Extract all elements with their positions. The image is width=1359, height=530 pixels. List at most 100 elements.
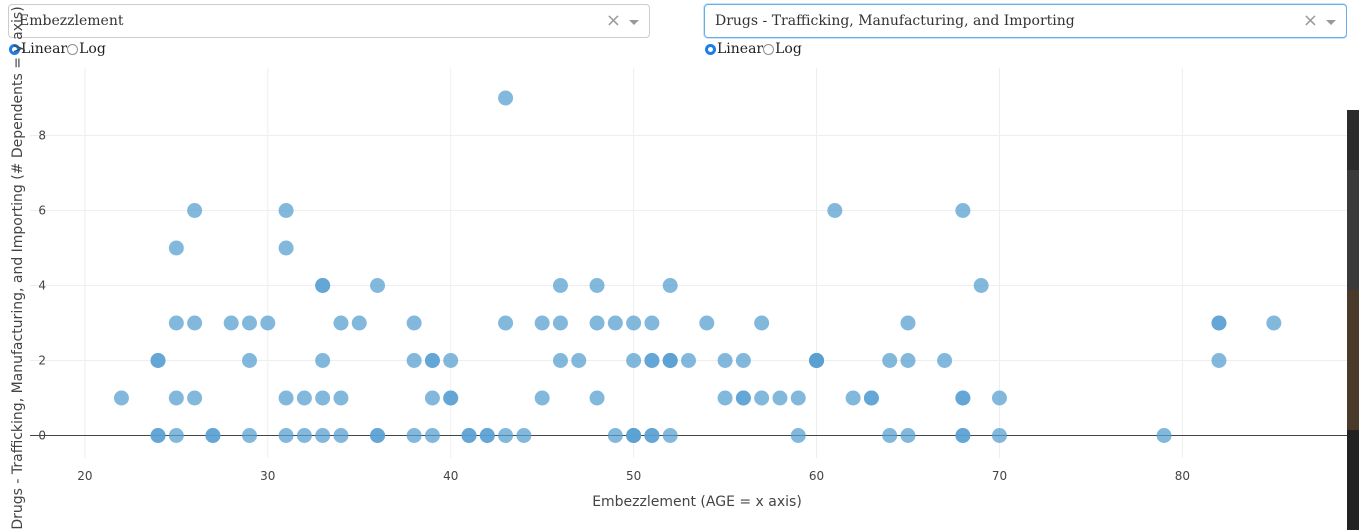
data-point[interactable] — [333, 390, 349, 406]
data-point[interactable] — [187, 315, 203, 331]
data-point[interactable] — [900, 428, 916, 443]
data-point[interactable] — [168, 390, 184, 406]
data-point[interactable] — [552, 353, 568, 368]
data-point[interactable] — [644, 428, 660, 443]
data-point[interactable] — [900, 315, 916, 331]
x-scale-radio-log-dot[interactable] — [67, 43, 79, 55]
data-point[interactable] — [607, 315, 623, 331]
data-point[interactable] — [424, 353, 440, 368]
data-point[interactable] — [662, 278, 678, 293]
data-point[interactable] — [333, 315, 349, 331]
data-point[interactable] — [717, 390, 733, 406]
data-point[interactable] — [900, 353, 916, 368]
data-point[interactable] — [370, 278, 386, 293]
data-point[interactable] — [991, 428, 1007, 443]
data-point[interactable] — [882, 353, 898, 368]
data-point[interactable] — [882, 428, 898, 443]
data-point[interactable] — [333, 428, 349, 443]
data-point[interactable] — [424, 428, 440, 443]
data-point[interactable] — [790, 428, 806, 443]
data-point[interactable] — [187, 390, 203, 406]
x-scale-radio-linear[interactable]: Linear — [9, 41, 67, 57]
data-point[interactable] — [315, 353, 331, 368]
data-point[interactable] — [607, 428, 623, 443]
data-point[interactable] — [991, 390, 1007, 406]
data-point[interactable] — [278, 428, 294, 443]
data-point[interactable] — [1156, 428, 1172, 443]
data-point[interactable] — [754, 315, 770, 331]
x-variable-dropdown[interactable]: Embezzlement × — [8, 4, 650, 38]
data-point[interactable] — [498, 428, 514, 443]
data-point[interactable] — [296, 390, 312, 406]
data-point[interactable] — [626, 428, 642, 443]
data-point[interactable] — [278, 203, 294, 218]
data-point[interactable] — [260, 315, 276, 331]
data-point[interactable] — [534, 390, 550, 406]
data-point[interactable] — [443, 390, 459, 406]
data-point[interactable] — [937, 353, 953, 368]
data-point[interactable] — [552, 278, 568, 293]
data-point[interactable] — [424, 390, 440, 406]
data-point[interactable] — [406, 353, 422, 368]
data-point[interactable] — [242, 428, 257, 443]
data-point[interactable] — [498, 90, 514, 106]
data-point[interactable] — [205, 428, 221, 443]
y-scale-radio-linear-dot[interactable] — [705, 43, 716, 55]
y-scale-radio-linear[interactable]: Linear — [705, 41, 763, 57]
data-point[interactable] — [315, 390, 331, 406]
y-scale-radio-log-dot[interactable] — [763, 43, 775, 55]
x-variable-clear-icon[interactable]: × — [605, 10, 621, 31]
data-point[interactable] — [242, 315, 257, 331]
data-point[interactable] — [699, 315, 715, 331]
data-point[interactable] — [827, 203, 843, 218]
data-point[interactable] — [644, 353, 660, 368]
data-point[interactable] — [516, 428, 532, 443]
data-point[interactable] — [754, 390, 770, 406]
x-variable-chevron-down-icon[interactable] — [629, 20, 639, 25]
data-point[interactable] — [955, 390, 971, 406]
data-point[interactable] — [973, 278, 989, 293]
y-variable-chevron-down-icon[interactable] — [1326, 20, 1336, 25]
data-point[interactable] — [735, 353, 751, 368]
data-point[interactable] — [461, 428, 477, 443]
data-point[interactable] — [150, 353, 166, 368]
data-point[interactable] — [1266, 315, 1282, 331]
data-point[interactable] — [589, 278, 605, 293]
data-point[interactable] — [955, 428, 971, 443]
data-point[interactable] — [498, 315, 514, 331]
data-point[interactable] — [315, 278, 331, 293]
data-point[interactable] — [626, 353, 642, 368]
data-point[interactable] — [242, 353, 257, 368]
data-point[interactable] — [406, 315, 422, 331]
y-variable-dropdown[interactable]: Drugs - Trafficking, Manufacturing, and … — [704, 4, 1347, 38]
data-point[interactable] — [443, 353, 459, 368]
data-point[interactable] — [315, 428, 331, 443]
data-point[interactable] — [772, 390, 788, 406]
data-point[interactable] — [717, 353, 733, 368]
data-point[interactable] — [351, 315, 367, 331]
y-scale-radio-log[interactable]: Log — [763, 41, 802, 57]
data-point[interactable] — [644, 315, 660, 331]
data-point[interactable] — [662, 428, 678, 443]
data-point[interactable] — [479, 428, 495, 443]
data-point[interactable] — [1211, 315, 1227, 331]
data-point[interactable] — [681, 353, 696, 368]
data-point[interactable] — [863, 390, 879, 406]
data-point[interactable] — [809, 353, 825, 368]
data-point[interactable] — [571, 353, 587, 368]
data-point[interactable] — [1211, 353, 1227, 368]
data-point[interactable] — [223, 315, 239, 331]
data-point[interactable] — [278, 240, 294, 256]
data-point[interactable] — [296, 428, 312, 443]
data-point[interactable] — [589, 315, 605, 331]
data-point[interactable] — [278, 390, 294, 406]
data-point[interactable] — [406, 428, 422, 443]
data-point[interactable] — [150, 428, 166, 443]
data-point[interactable] — [790, 390, 806, 406]
data-point[interactable] — [534, 315, 550, 331]
data-point[interactable] — [735, 390, 751, 406]
data-point[interactable] — [370, 428, 386, 443]
data-point[interactable] — [552, 315, 568, 331]
y-variable-clear-icon[interactable]: × — [1302, 10, 1318, 31]
data-point[interactable] — [168, 315, 184, 331]
